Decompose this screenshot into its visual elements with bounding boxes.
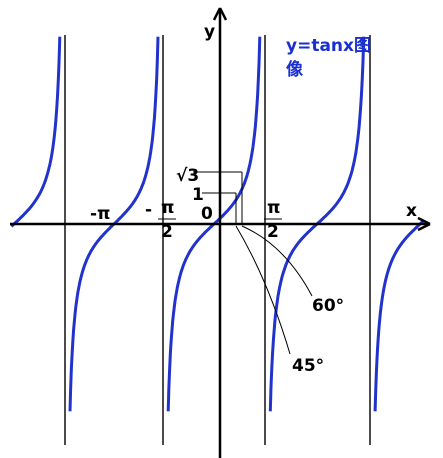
y-arrow	[212, 7, 228, 21]
tick-label: -	[145, 200, 152, 220]
tick-label: -π	[90, 204, 111, 224]
title: y=tanx图	[286, 36, 371, 56]
tan-branch	[10, 36, 62, 228]
tick-label: 2	[267, 222, 279, 242]
tick-label: 0	[201, 204, 213, 224]
x-arrow	[417, 216, 431, 232]
x-axis-label: x	[406, 201, 417, 221]
tan-branch	[373, 219, 425, 412]
angle-leader	[235, 225, 291, 355]
tick-label: 1	[192, 185, 204, 205]
angle-leader	[241, 225, 313, 297]
y-axis-label: y	[204, 22, 215, 42]
tick-label: 2	[161, 222, 173, 242]
title: 像	[286, 60, 304, 80]
tick-label: π	[161, 198, 174, 218]
angle-label: 45°	[292, 356, 324, 376]
tick-label: √3	[176, 166, 199, 186]
angle-label: 60°	[312, 296, 344, 316]
tick-label: π	[267, 198, 280, 218]
